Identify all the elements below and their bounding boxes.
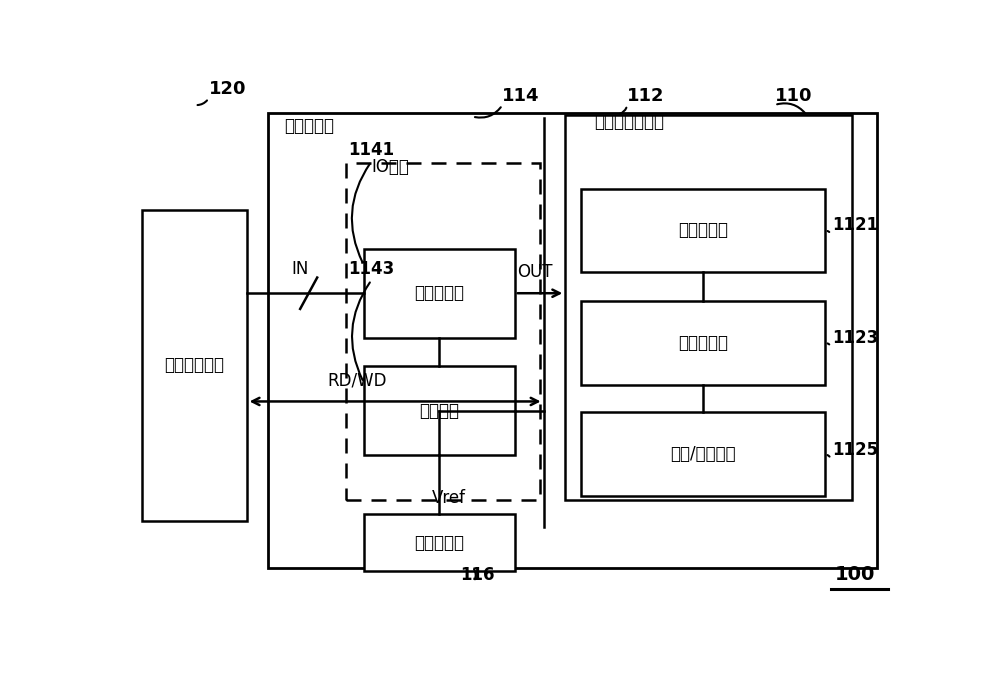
Text: 100: 100 xyxy=(835,566,875,585)
Text: 读取/写入电路: 读取/写入电路 xyxy=(670,445,736,463)
Text: 110: 110 xyxy=(774,87,812,105)
Bar xyxy=(364,367,515,456)
Text: 1143: 1143 xyxy=(348,259,394,278)
Bar xyxy=(268,113,877,568)
Text: Vref: Vref xyxy=(432,489,466,507)
Text: 接收器电路: 接收器电路 xyxy=(414,285,464,302)
Text: 校准电路: 校准电路 xyxy=(419,402,459,420)
Bar xyxy=(565,115,852,500)
Text: RD/WD: RD/WD xyxy=(328,372,387,390)
Text: 存储器核心电路: 存储器核心电路 xyxy=(594,113,664,131)
Bar xyxy=(364,249,515,337)
Bar xyxy=(364,514,515,571)
Text: IO电路: IO电路 xyxy=(371,158,409,176)
Text: OUT: OUT xyxy=(517,263,553,281)
Text: 116: 116 xyxy=(460,566,494,585)
Text: IN: IN xyxy=(291,259,309,278)
Bar xyxy=(581,189,825,272)
Text: 解码器电路: 解码器电路 xyxy=(678,221,728,240)
Bar xyxy=(346,162,540,500)
Text: 电压产生器: 电压产生器 xyxy=(414,534,464,551)
Bar xyxy=(581,412,825,496)
Text: 120: 120 xyxy=(209,80,246,98)
Text: 112: 112 xyxy=(627,87,665,105)
Text: 存储器装置: 存储器装置 xyxy=(284,117,334,135)
Text: 114: 114 xyxy=(502,87,540,105)
Text: 存储器控制器: 存储器控制器 xyxy=(164,356,224,374)
Text: 存储器阵列: 存储器阵列 xyxy=(678,334,728,352)
Bar xyxy=(581,301,825,385)
Text: 1123: 1123 xyxy=(833,329,879,346)
Text: 1141: 1141 xyxy=(348,141,394,159)
Text: 1121: 1121 xyxy=(833,216,879,234)
Text: 1125: 1125 xyxy=(833,441,879,459)
Bar xyxy=(142,210,247,521)
